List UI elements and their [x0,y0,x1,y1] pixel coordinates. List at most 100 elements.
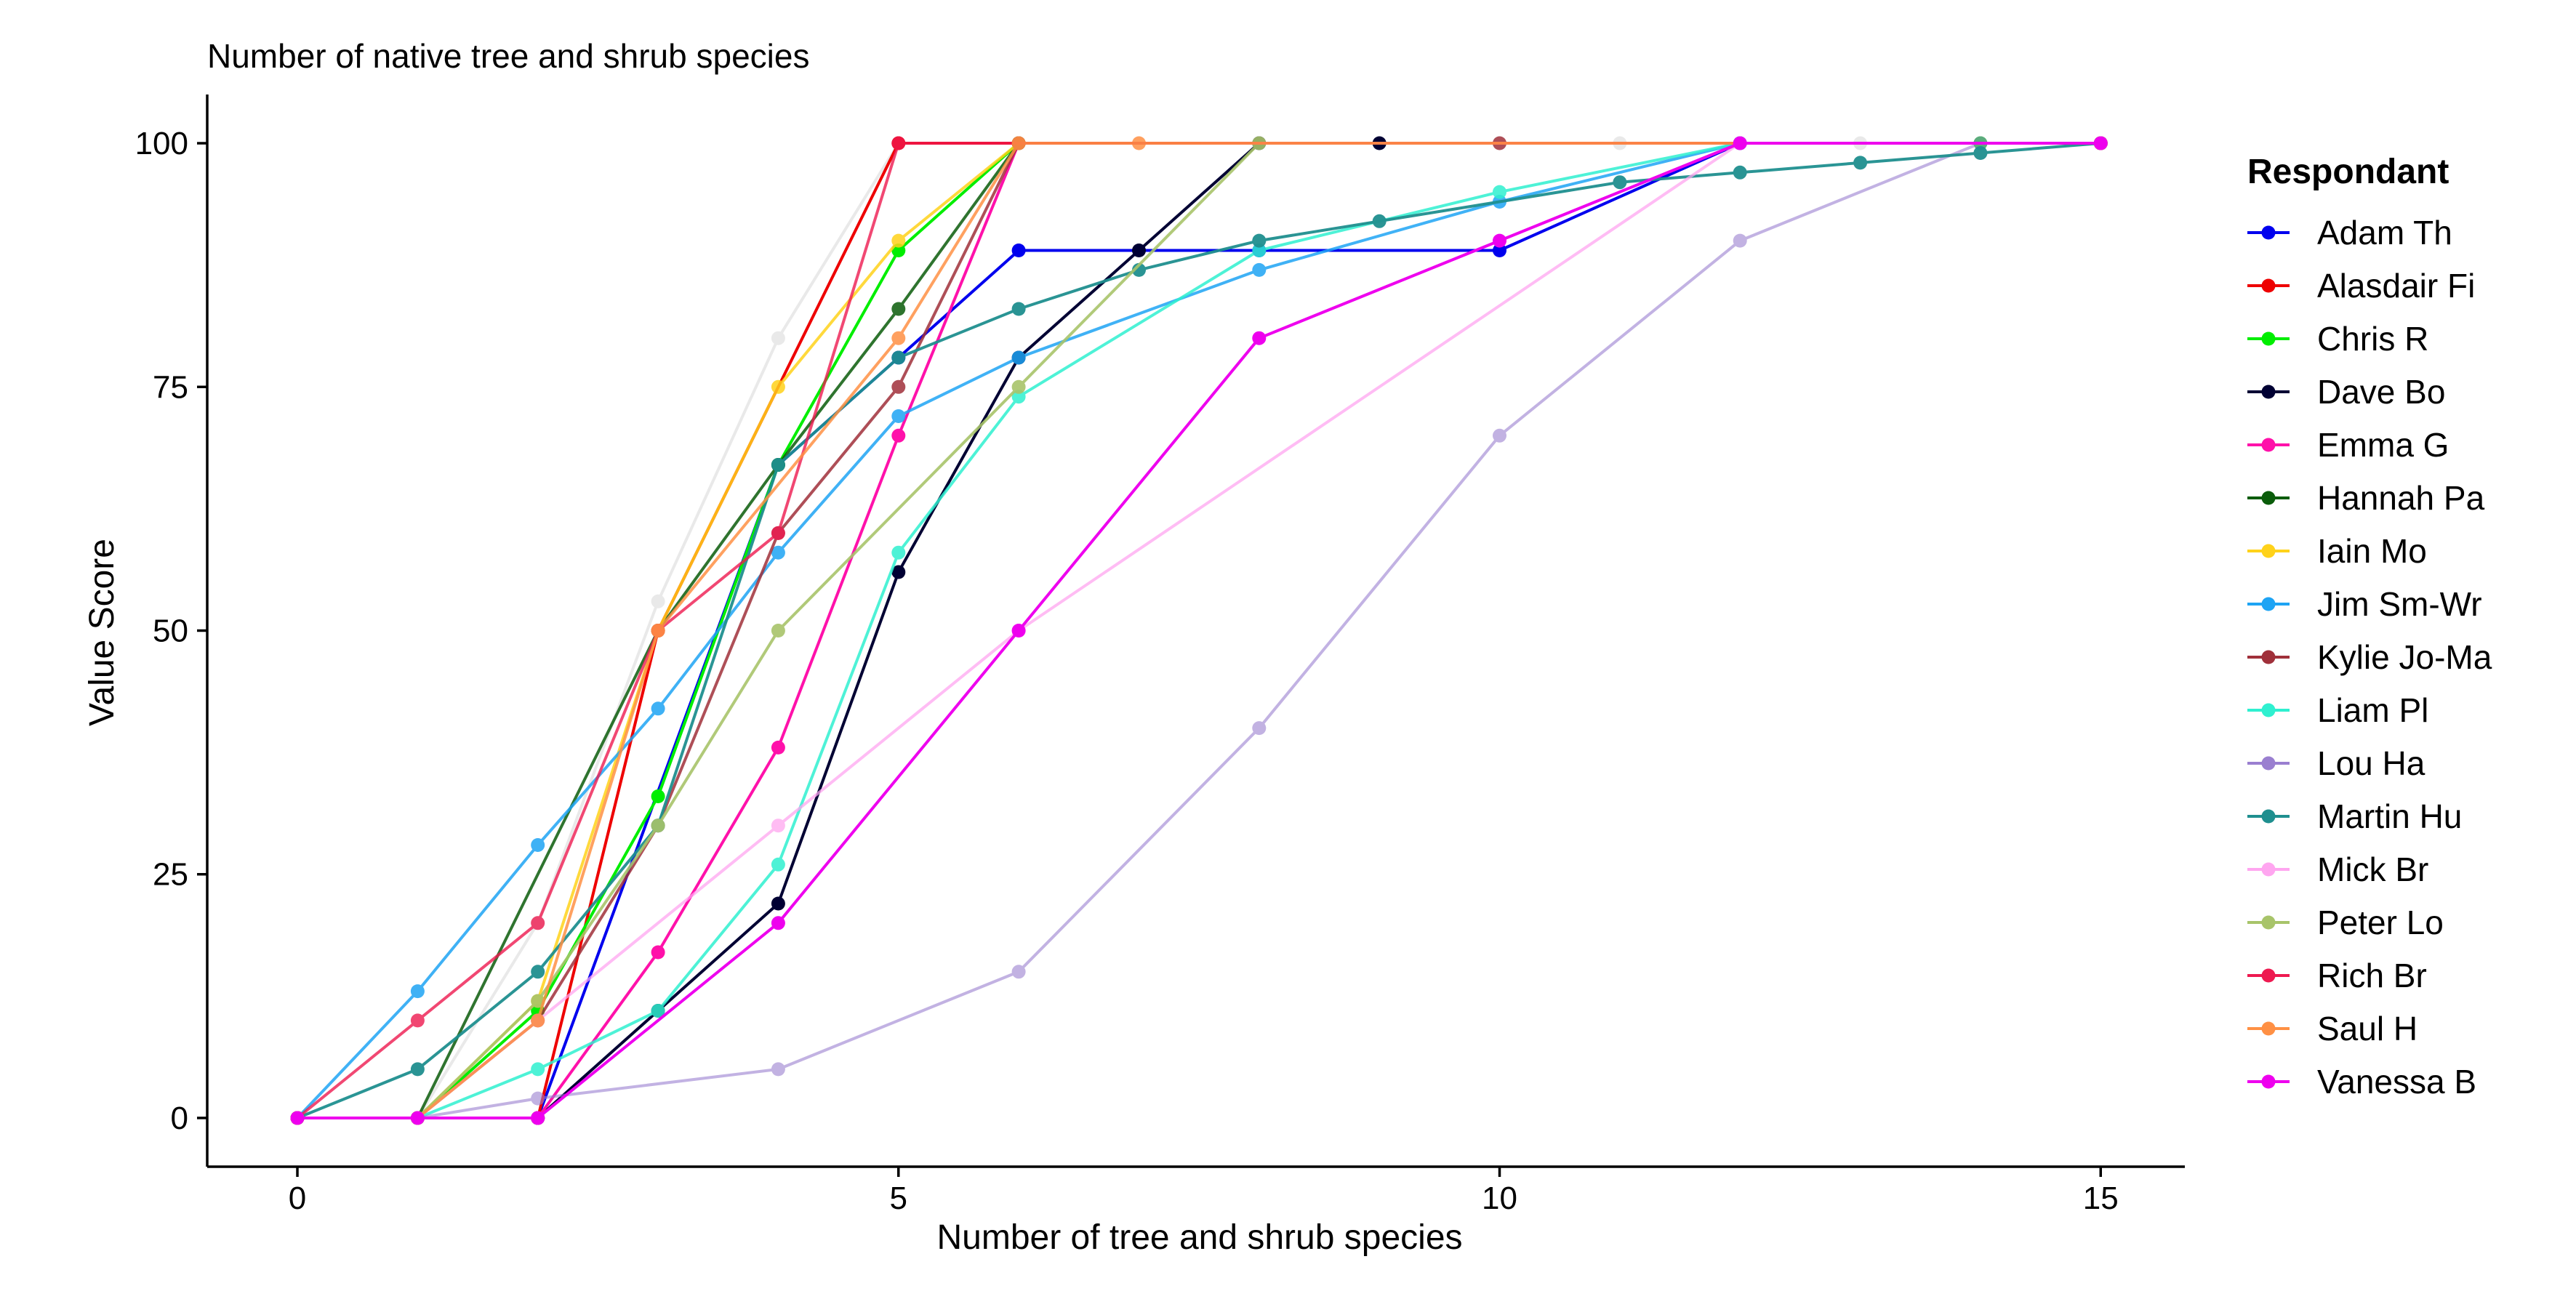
data-point-mick-br-3 [771,819,785,833]
data-point-jim-sm-wr-7 [1252,262,1267,277]
axes: 0 25 50 75 100 0 5 10 15 [135,94,2185,1216]
data-point-martin-hu-9 [1372,214,1387,228]
y-tick-label-100: 100 [135,126,188,161]
x-tick-label-15: 15 [2083,1181,2119,1216]
data-point-vanessa-b-0 [290,1111,305,1125]
data-point-martin-hu-10 [1613,175,1627,190]
series-rich-br [290,136,2108,1125]
legend-key-point-hannah-pa [2261,491,2276,505]
legend-label-liam-pl: Liam Pl [2317,691,2428,729]
data-point-chris-r-3 [651,789,665,803]
data-point-liam-pl-6 [1011,390,1026,404]
legend-item-dave-bo: Dave Bo [2247,373,2445,411]
legend-key-point-kylie-jo-ma [2261,650,2276,664]
data-point-liam-pl-4 [771,857,785,872]
data-point-lou-ha-6 [1493,428,1506,443]
series-iain-mo [290,136,2108,1125]
data-point-martin-hu-12 [1853,156,1868,170]
y-axis-title: Value Score [83,539,121,726]
legend-item-alasdair-fi: Alasdair Fi [2247,267,2475,305]
legend-key-point-lou-ha [2261,756,2276,771]
plot-area [290,136,2108,1125]
legend-key-point-adam-th [2261,225,2276,240]
series-peter-lo [290,136,2108,1125]
legend-key-point-liam-pl [2261,703,2276,717]
legend-item-mick-br: Mick Br [2247,850,2428,888]
series-vanessa-b [290,136,2108,1125]
data-point-jim-sm-wr-3 [651,701,665,716]
legend-item-iain-mo: Iain Mo [2247,532,2427,570]
data-point-jim-sm-wr-6 [1011,350,1026,365]
legend-item-rich-br: Rich Br [2247,957,2427,994]
legend-key-point-iain-mo [2261,544,2276,558]
x-tick-label-0: 0 [289,1181,306,1216]
data-point-martin-hu-8 [1252,233,1267,248]
x-tick-label-10: 10 [1482,1181,1517,1216]
series-line-chris-r [297,142,1981,1119]
series-jim-sm-wr [290,136,2108,1125]
y-tick-label-25: 25 [153,857,188,893]
data-point-liam-pl-2 [531,1062,545,1077]
data-point-martin-hu-13 [1973,146,1988,160]
legend-key-point-vanessa-b [2261,1074,2276,1089]
series-line-peter-lo [297,142,2101,1119]
legend-label-adam-th: Adam Th [2317,214,2452,252]
data-point-emma-g-4 [771,740,785,755]
legend-label-kylie-jo-ma: Kylie Jo-Ma [2317,638,2492,676]
data-point-liam-pl-3 [651,1004,665,1018]
data-point-jim-sm-wr-2 [531,838,545,852]
legend-key-point-saul-h [2261,1021,2276,1036]
data-point-lou-ha-7 [1733,233,1747,248]
legend-label-mick-br: Mick Br [2317,850,2428,888]
legend-item-vanessa-b: Vanessa B [2247,1063,2476,1101]
data-point-saul-h-5 [1011,136,1026,150]
series-kylie-jo-ma [290,136,2108,1125]
legend-item-martin-hu: Martin Hu [2247,797,2462,835]
legend-item-hannah-pa: Hannah Pa [2247,479,2485,517]
legend-key-point-mick-br [2261,862,2276,877]
legend-label-hannah-pa: Hannah Pa [2317,479,2485,517]
series-liam-pl [290,136,2108,1125]
legend-key-point-dave-bo [2261,385,2276,399]
series-saul-h [290,136,2108,1125]
data-point-iain-mo-5 [891,233,906,248]
data-point-peter-lo-5 [1011,379,1026,394]
legend-label-alasdair-fi: Alasdair Fi [2317,267,2475,305]
legend-key-point-chris-r [2261,331,2276,346]
legend-label-emma-g: Emma G [2317,426,2449,464]
data-point-saul-h-6 [1132,136,1146,150]
legend-key-point-peter-lo [2261,915,2276,930]
data-point-saul-h-2 [531,1013,545,1028]
series-alasdair-fi [290,136,2108,1125]
data-point-unlabeled-17-3 [651,594,665,608]
data-point-lou-ha-2 [531,1091,545,1106]
legend-item-liam-pl: Liam Pl [2247,691,2428,729]
series-dave-bo [290,136,2108,1125]
data-point-jim-sm-wr-4 [771,545,785,560]
data-point-vanessa-b-4 [1011,624,1026,638]
data-point-vanessa-b-6 [1493,233,1506,248]
data-point-emma-g-5 [891,428,906,443]
legend-label-saul-h: Saul H [2317,1010,2417,1047]
x-axis-title: Number of tree and shrub species [936,1218,1462,1257]
series-unlabeled-17 [290,136,2108,1125]
data-point-adam-th-7 [1493,244,1506,257]
data-point-liam-pl-8 [1493,185,1506,199]
data-point-dave-bo-4 [771,896,785,911]
data-point-iain-mo-4 [771,379,785,394]
legend-item-adam-th: Adam Th [2247,214,2452,252]
data-point-vanessa-b-8 [2093,136,2108,150]
data-point-vanessa-b-7 [1733,136,1747,150]
legend-label-chris-r: Chris R [2317,320,2428,358]
data-point-liam-pl-7 [1252,244,1267,257]
legend-label-dave-bo: Dave Bo [2317,373,2445,411]
series-hannah-pa [290,136,2108,1125]
legend-label-iain-mo: Iain Mo [2317,532,2427,570]
data-point-peter-lo-3 [651,819,665,833]
legend-key-point-martin-hu [2261,809,2276,824]
data-point-martin-hu-2 [531,965,545,979]
legend-title: Respondant [2247,153,2449,191]
data-point-rich-br-2 [531,916,545,930]
legend-key-point-rich-br [2261,968,2276,983]
